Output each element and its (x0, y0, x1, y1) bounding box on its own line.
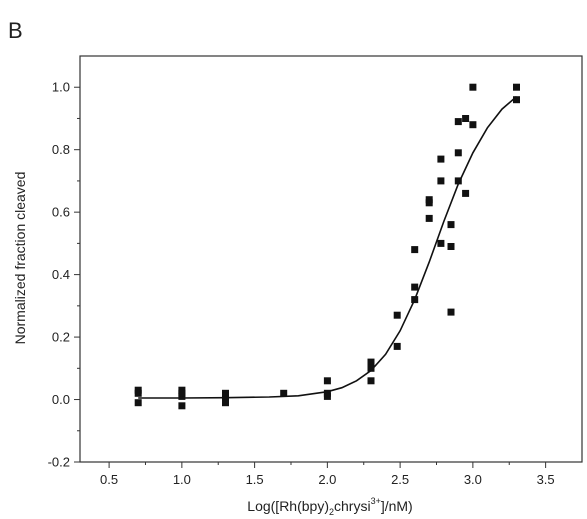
data-point (437, 239, 445, 247)
data-point (469, 121, 477, 129)
y-tick-label: -0.2 (48, 455, 70, 470)
data-point (367, 364, 375, 372)
data-point (513, 96, 520, 104)
x-axis-title: Log([Rh(bpy)2chrysi3+]/nM) (247, 496, 412, 517)
data-point (425, 214, 433, 222)
x-axis-title-superscript: 3+ (371, 496, 381, 506)
data-point (367, 358, 375, 366)
data-point (280, 389, 288, 397)
data-point (437, 155, 445, 163)
x-tick-label: 1.0 (173, 472, 191, 487)
x-tick-label: 1.5 (246, 472, 264, 487)
data-point (447, 243, 455, 250)
data-point (469, 83, 477, 91)
data-point (222, 392, 229, 400)
y-tick-label: 1.0 (52, 80, 70, 95)
data-point (462, 115, 470, 122)
data-point (411, 283, 419, 291)
data-point (425, 199, 433, 207)
data-point (323, 377, 331, 385)
y-tick-label: 0.2 (52, 330, 70, 345)
x-axis-title-subscript: 2 (329, 507, 334, 517)
data-point (367, 377, 375, 385)
y-tick-label: 0.8 (52, 142, 70, 157)
data-point (447, 308, 455, 316)
panel-label: B (8, 18, 23, 43)
data-point (134, 399, 142, 407)
x-tick-label: 2.0 (318, 472, 336, 487)
y-axis-ticks: -0.2 0.0 0.2 0.4 0.6 0.8 1.0 (48, 80, 80, 470)
y-tick-label: 0.4 (52, 267, 70, 282)
data-point (393, 311, 401, 319)
x-tick-label: 3.5 (537, 472, 555, 487)
x-axis-title-middle: chrysi (334, 498, 371, 514)
data-point (134, 389, 142, 397)
data-point (447, 221, 455, 229)
data-point (454, 149, 462, 157)
data-point (437, 177, 445, 185)
plot-frame (79, 55, 583, 463)
series-layer (134, 83, 520, 410)
y-tick-label: 0.6 (52, 205, 70, 220)
y-axis-title: Normalized fraction cleaved (12, 172, 28, 345)
data-point (222, 399, 229, 407)
x-axis-title-suffix: ]/nM) (381, 498, 413, 514)
x-axis-ticks: 0.5 1.0 1.5 2.0 2.5 3.0 3.5 (100, 462, 555, 487)
plot-axes (79, 55, 583, 463)
data-point (454, 177, 462, 185)
data-point (462, 189, 470, 197)
data-point (454, 118, 462, 126)
x-tick-label: 0.5 (100, 472, 118, 487)
data-point (323, 392, 331, 400)
fit-curve (138, 95, 518, 399)
x-tick-label: 2.5 (391, 472, 409, 487)
data-point (393, 342, 401, 350)
data-point (411, 246, 419, 254)
data-point (513, 83, 520, 91)
data-point (178, 389, 186, 397)
x-tick-label: 3.0 (464, 472, 482, 487)
data-point (178, 402, 186, 410)
y-tick-label: 0.0 (52, 392, 70, 407)
x-axis-title-prefix: Log([Rh(bpy) (247, 498, 329, 514)
